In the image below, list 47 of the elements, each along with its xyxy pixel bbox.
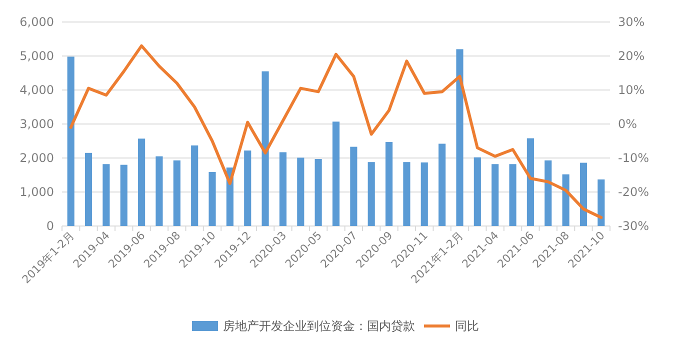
bar — [456, 49, 464, 226]
bar — [492, 164, 499, 226]
y-tick-label: 5,000 — [20, 49, 54, 64]
bar — [173, 160, 180, 226]
y-tick-label: 1,000 — [20, 185, 54, 200]
legend-label: 房地产开发企业到位资金：国内贷款 — [223, 319, 415, 334]
y2-tick-label: 0% — [618, 117, 638, 132]
bar — [509, 164, 516, 226]
y2-tick-label: -10% — [618, 151, 650, 166]
bar — [67, 56, 74, 226]
bar — [580, 162, 588, 226]
y2-tick-label: -20% — [618, 185, 650, 200]
bar — [138, 138, 146, 226]
bar — [544, 160, 552, 226]
bar — [562, 174, 570, 226]
y-tick-label: 6,000 — [20, 15, 54, 30]
line-series — [69, 44, 603, 219]
bar — [244, 150, 252, 226]
bar — [403, 162, 410, 226]
y2-tick-label: 10% — [618, 83, 645, 98]
bar — [208, 172, 216, 226]
bar — [191, 145, 198, 226]
y-tick-label: 2,000 — [20, 151, 54, 166]
bar — [526, 138, 534, 226]
bar — [385, 142, 393, 226]
bar — [120, 164, 128, 226]
bar — [314, 159, 322, 226]
bar — [156, 156, 163, 226]
bar — [332, 122, 340, 226]
bar — [598, 179, 605, 226]
legend-label: 同比 — [455, 319, 479, 334]
y-tick-label: 0 — [46, 219, 54, 234]
y2-tick-label: 30% — [618, 15, 645, 30]
bar — [84, 152, 92, 226]
bar — [420, 162, 428, 226]
y2-tick-label: 20% — [618, 49, 645, 64]
bar — [438, 144, 446, 226]
bar — [262, 71, 269, 226]
y2-tick-label: -30% — [618, 219, 650, 234]
bar — [350, 146, 358, 226]
bar — [279, 152, 287, 226]
y-tick-label: 4,000 — [20, 83, 54, 98]
bar — [102, 164, 110, 226]
bar — [368, 162, 375, 226]
y-tick-label: 3,000 — [20, 117, 54, 132]
bar — [474, 157, 481, 226]
bar — [297, 158, 304, 226]
